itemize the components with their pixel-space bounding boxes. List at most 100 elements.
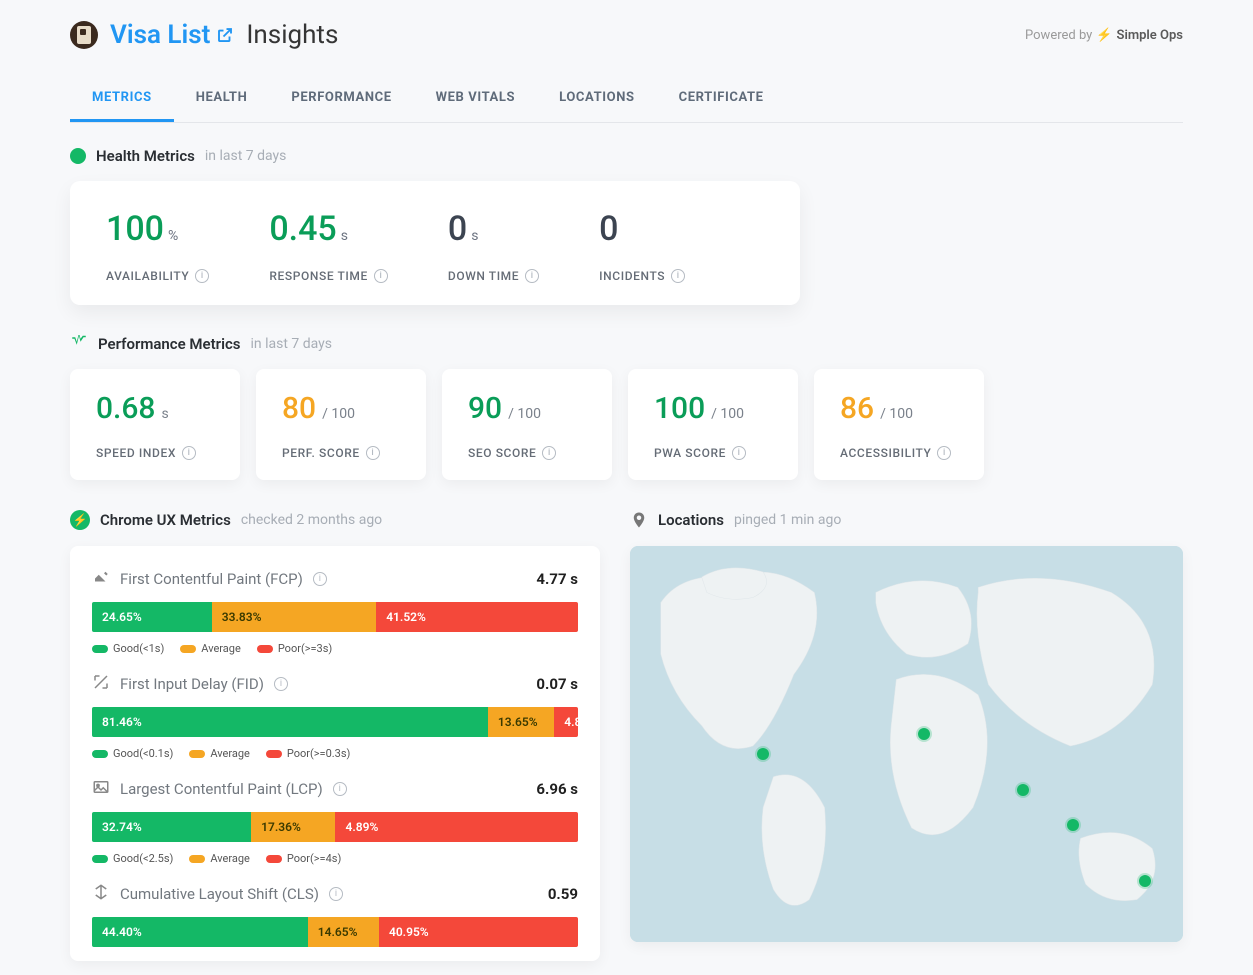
health-metric: 100% AVAILABILITY i xyxy=(106,209,209,283)
info-icon[interactable]: i xyxy=(313,572,327,586)
legend: Good(<1s) Average Poor(>=3s) xyxy=(92,642,578,655)
info-icon[interactable]: i xyxy=(937,446,951,460)
bolt-icon: ⚡ xyxy=(1096,28,1112,43)
bar-segment: 4.89% xyxy=(554,707,578,737)
info-icon[interactable]: i xyxy=(366,446,380,460)
crux-value: 0.59 xyxy=(548,885,578,903)
bar-segment: 14.65% xyxy=(308,917,379,947)
metric-label: RESPONSE TIME i xyxy=(269,269,388,283)
lcp-icon xyxy=(92,778,110,800)
site-link[interactable]: Visa List xyxy=(110,20,234,50)
tab-locations[interactable]: LOCATIONS xyxy=(537,76,656,122)
distribution-bar: 32.74%17.36%4.89% xyxy=(92,812,578,842)
perf-value: 0.68 xyxy=(96,391,156,426)
legend-avg-icon xyxy=(189,855,205,863)
bar-segment: 24.65% xyxy=(92,602,212,632)
bar-segment: 81.46% xyxy=(92,707,488,737)
tab-certificate[interactable]: CERTIFICATE xyxy=(657,76,786,122)
paint-icon xyxy=(92,568,110,590)
status-dot-icon xyxy=(70,148,86,164)
legend-poor-icon xyxy=(266,750,282,758)
metric-value: 0 xyxy=(599,209,618,249)
bar-segment: 32.74% xyxy=(92,812,251,842)
perf-suffix: / 100 xyxy=(322,406,355,422)
crux-name: First Contentful Paint (FCP) xyxy=(120,570,303,588)
legend: Good(<2.5s) Average Poor(>=4s) xyxy=(92,852,578,865)
location-dot[interactable] xyxy=(918,728,930,740)
page-label: Insights xyxy=(246,20,338,50)
bar-segment: 41.52% xyxy=(376,602,578,632)
perf-suffix: / 100 xyxy=(508,406,541,422)
external-link-icon xyxy=(216,26,234,44)
legend-poor-icon xyxy=(257,645,273,653)
performance-icon xyxy=(70,335,88,353)
bar-segment: 4.89% xyxy=(335,812,578,842)
perf-value: 86 xyxy=(840,391,874,426)
legend-good-icon xyxy=(92,645,108,653)
tab-performance[interactable]: PERFORMANCE xyxy=(269,76,413,122)
crux-header: ⚡ Chrome UX Metrics checked 2 months ago xyxy=(70,510,600,530)
cls-icon xyxy=(92,883,110,905)
info-icon[interactable]: i xyxy=(671,269,685,283)
crux-name: Largest Contentful Paint (LCP) xyxy=(120,780,323,798)
performance-header: Performance Metrics in last 7 days xyxy=(70,335,1183,353)
perf-label: PWA SCORE i xyxy=(654,446,772,460)
metric-value: 100 xyxy=(106,209,164,249)
crux-metric: Cumulative Layout Shift (CLS)i 0.59 44.4… xyxy=(70,873,600,947)
info-icon[interactable]: i xyxy=(182,446,196,460)
location-dot[interactable] xyxy=(1139,875,1151,887)
performance-card: 0.68s SPEED INDEX i xyxy=(70,369,240,480)
info-icon[interactable]: i xyxy=(195,269,209,283)
locations-map[interactable] xyxy=(630,546,1183,942)
health-subtitle: in last 7 days xyxy=(205,148,287,164)
header: Visa List Insights Powered by ⚡ Simple O… xyxy=(70,20,1183,50)
info-icon[interactable]: i xyxy=(329,887,343,901)
distribution-bar: 44.40%14.65%40.95% xyxy=(92,917,578,947)
info-icon[interactable]: i xyxy=(525,269,539,283)
perf-suffix: s xyxy=(162,406,169,422)
perf-suffix: / 100 xyxy=(711,406,744,422)
metric-label: AVAILABILITY i xyxy=(106,269,209,283)
crux-title: Chrome UX Metrics xyxy=(100,511,231,529)
crux-value: 6.96 s xyxy=(536,780,578,798)
site-logo-icon xyxy=(70,21,98,49)
metric-value: 0 xyxy=(448,209,467,249)
tab-metrics[interactable]: METRICS xyxy=(70,76,174,122)
health-title: Health Metrics xyxy=(96,147,195,165)
perf-label: SEO SCORE i xyxy=(468,446,586,460)
performance-cards: 0.68s SPEED INDEX i80/ 100 PERF. SCORE i… xyxy=(70,369,1183,480)
legend-good-icon xyxy=(92,750,108,758)
health-card: 100% AVAILABILITY i0.45s RESPONSE TIME i… xyxy=(70,181,800,305)
info-icon[interactable]: i xyxy=(732,446,746,460)
crux-card: First Contentful Paint (FCP)i 4.77 s 24.… xyxy=(70,546,600,961)
site-name: Visa List xyxy=(110,20,210,50)
pin-icon xyxy=(630,510,648,530)
locations-header: Locations pinged 1 min ago xyxy=(630,510,1183,530)
perf-value: 80 xyxy=(282,391,316,426)
info-icon[interactable]: i xyxy=(374,269,388,283)
locations-subtitle: pinged 1 min ago xyxy=(734,512,841,528)
powered-by: Powered by ⚡ Simple Ops xyxy=(1025,28,1183,43)
bar-segment: 17.36% xyxy=(251,812,335,842)
info-icon[interactable]: i xyxy=(542,446,556,460)
crux-metric: Largest Contentful Paint (LCP) i 6.96 s 3… xyxy=(70,768,600,865)
metric-unit: % xyxy=(168,228,178,244)
perf-value: 100 xyxy=(654,391,705,426)
crux-metric: First Contentful Paint (FCP)i 4.77 s 24.… xyxy=(70,558,600,655)
input-icon xyxy=(92,673,110,695)
perf-label: PERF. SCORE i xyxy=(282,446,400,460)
info-icon[interactable]: i xyxy=(333,782,347,796)
health-metric: 0s DOWN TIME i xyxy=(448,209,539,283)
performance-card: 86/ 100 ACCESSIBILITY i xyxy=(814,369,984,480)
info-icon[interactable]: i xyxy=(274,677,288,691)
tab-health[interactable]: HEALTH xyxy=(174,76,270,122)
legend: Good(<0.1s) Average Poor(>=0.3s) xyxy=(92,747,578,760)
location-dot[interactable] xyxy=(1067,819,1079,831)
perf-label: ACCESSIBILITY i xyxy=(840,446,958,460)
location-dot[interactable] xyxy=(1017,784,1029,796)
legend-poor-icon xyxy=(266,855,282,863)
crux-value: 0.07 s xyxy=(536,675,578,693)
performance-card: 80 / 100 PERF. SCORE i xyxy=(256,369,426,480)
tab-webvitals[interactable]: WEB VITALS xyxy=(414,76,537,122)
crux-subtitle: checked 2 months ago xyxy=(241,512,382,528)
